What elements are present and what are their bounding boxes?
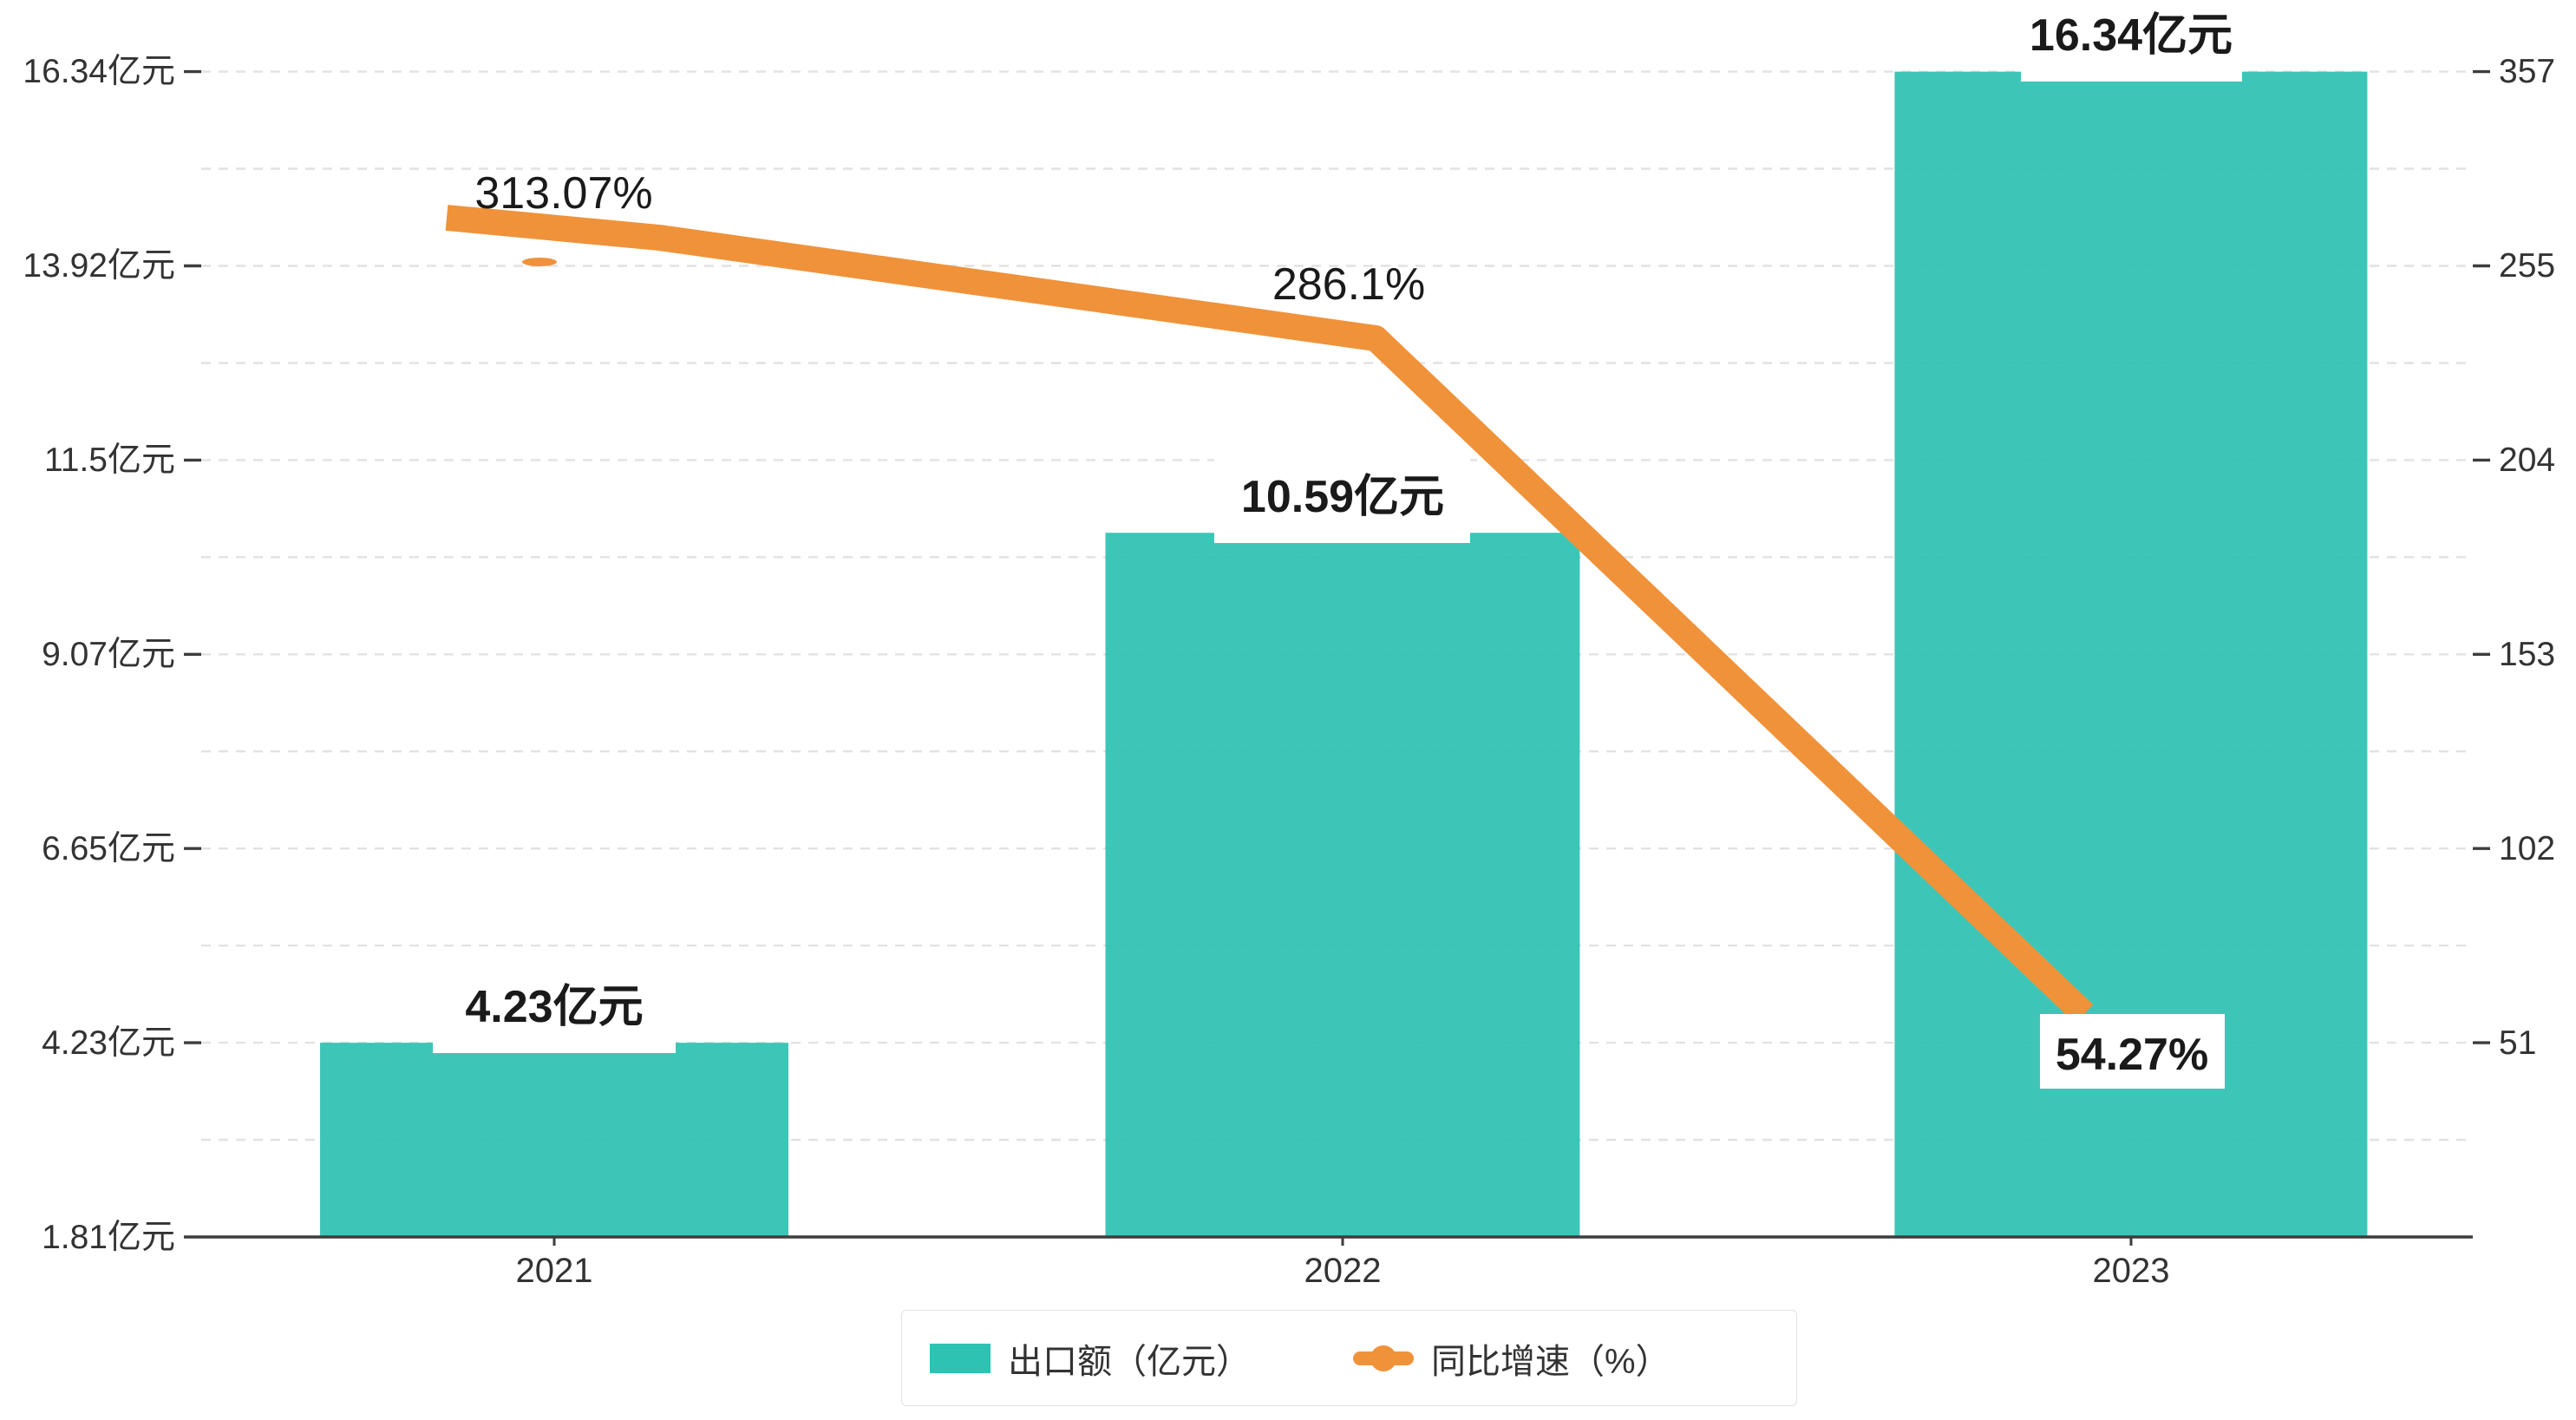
svg-text:286.1%: 286.1% bbox=[1272, 259, 1425, 310]
svg-text:54.27%: 54.27% bbox=[2056, 1030, 2208, 1080]
svg-text:51: 51 bbox=[2499, 1024, 2536, 1062]
svg-text:4.23亿元: 4.23亿元 bbox=[465, 982, 643, 1032]
svg-text:153: 153 bbox=[2499, 636, 2555, 673]
svg-text:313.07%: 313.07% bbox=[474, 168, 652, 219]
svg-text:255: 255 bbox=[2499, 247, 2555, 285]
svg-text:204: 204 bbox=[2499, 442, 2555, 479]
svg-text:2022: 2022 bbox=[1304, 1252, 1382, 1290]
svg-text:16.34亿元: 16.34亿元 bbox=[2030, 10, 2233, 61]
svg-text:16.34亿元: 16.34亿元 bbox=[23, 53, 175, 90]
svg-text:102: 102 bbox=[2499, 830, 2555, 867]
svg-text:10.59亿元: 10.59亿元 bbox=[1241, 472, 1444, 522]
svg-text:13.92亿元: 13.92亿元 bbox=[23, 247, 175, 285]
svg-text:4.23亿元: 4.23亿元 bbox=[42, 1024, 175, 1062]
svg-text:6.65亿元: 6.65亿元 bbox=[42, 830, 175, 867]
svg-text:1.81亿元: 1.81亿元 bbox=[42, 1219, 175, 1256]
svg-text:2023: 2023 bbox=[2093, 1252, 2170, 1290]
svg-text:9.07亿元: 9.07亿元 bbox=[42, 636, 175, 673]
svg-text:2021: 2021 bbox=[516, 1252, 593, 1290]
svg-text:11.5亿元: 11.5亿元 bbox=[44, 442, 175, 479]
svg-text:357: 357 bbox=[2499, 53, 2555, 90]
